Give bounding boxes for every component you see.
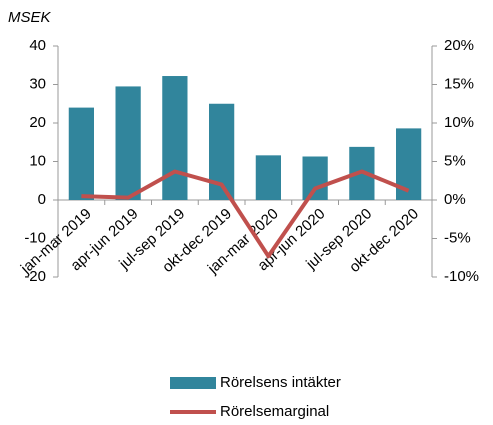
line [81, 169, 410, 259]
bar [162, 76, 188, 200]
y2-tick-label: 15% [444, 75, 474, 92]
axis-label: MSEK [8, 9, 52, 26]
y-tick-label: 20 [29, 114, 46, 131]
bar [302, 156, 328, 200]
y2-tick-label: 0% [444, 191, 466, 208]
y2-tick-label: 10% [444, 114, 474, 131]
y2-tick-label: 5% [444, 152, 466, 169]
y-tick-label: 30 [29, 75, 46, 92]
legend-swatch [170, 377, 216, 389]
bar [115, 86, 141, 200]
y2-tick-label: 20% [444, 37, 474, 54]
y-tick-label: 10 [29, 152, 46, 169]
y2-tick-label: -5% [444, 229, 471, 246]
y-tick-label: 0 [38, 191, 46, 208]
bar [255, 155, 281, 200]
y2-tick-label: -10% [444, 268, 479, 285]
legend-label: Rörelsens intäkter [220, 374, 341, 391]
y-tick-label: 40 [29, 37, 46, 54]
y-tick-label: -20 [24, 268, 46, 285]
y-tick-label: -10 [24, 229, 46, 246]
legend-label: Rörelsemarginal [220, 403, 329, 420]
bar [68, 107, 94, 200]
